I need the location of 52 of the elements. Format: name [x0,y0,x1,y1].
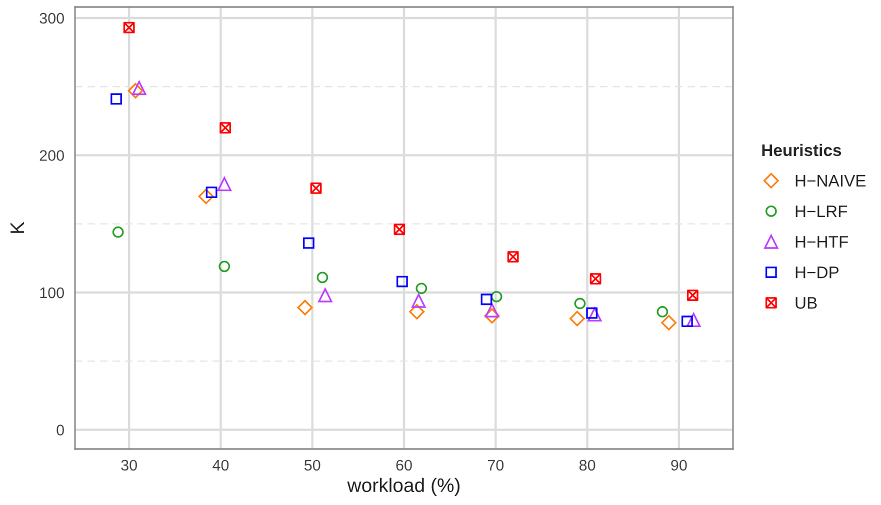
legend-label: H−NAIVE [796,175,866,187]
y-tick-label: 100 [40,287,64,298]
point [198,188,214,204]
point [412,294,426,308]
x-axis-title: workload (%) [347,478,460,496]
point [416,282,428,294]
point [132,80,146,96]
point [681,316,693,328]
y-tick-label: 300 [40,12,64,24]
point [310,182,322,194]
x-tick-label: 30 [121,460,137,471]
point [123,22,135,34]
point [302,237,314,249]
point [394,224,406,236]
point [590,273,602,284]
x-tick-label: 80 [579,460,596,471]
point [686,290,698,301]
point [484,303,500,318]
legend-label: H−DP [796,266,839,278]
point [318,288,332,302]
point [409,304,425,320]
point [661,315,677,330]
x-tick-label: 50 [304,460,320,471]
point [112,226,124,238]
point [110,93,122,105]
x-tick-label: 90 [671,460,687,471]
legend-label: H−LRF [796,206,848,218]
y-tick-label: 200 [40,150,64,161]
point [588,307,602,322]
point [316,272,328,284]
x-tick-label: 70 [488,460,504,471]
point [220,122,231,134]
point [656,306,668,318]
point [484,308,500,324]
y-axis-title: K [10,222,24,233]
legend-title: Heuristics [762,144,842,156]
point [218,260,230,272]
legend-label: H−HTF [796,236,848,248]
point [297,300,313,316]
x-tick-label: 60 [396,460,412,471]
point [128,83,144,98]
point [569,310,585,326]
point [490,290,502,302]
point [480,294,492,306]
y-tick-label: 0 [56,424,64,436]
point [574,298,586,310]
x-tick-label: 40 [212,460,229,471]
point [686,312,701,328]
point [507,251,519,263]
legend-label: UB [796,297,817,309]
point [396,276,408,288]
point [217,176,232,192]
